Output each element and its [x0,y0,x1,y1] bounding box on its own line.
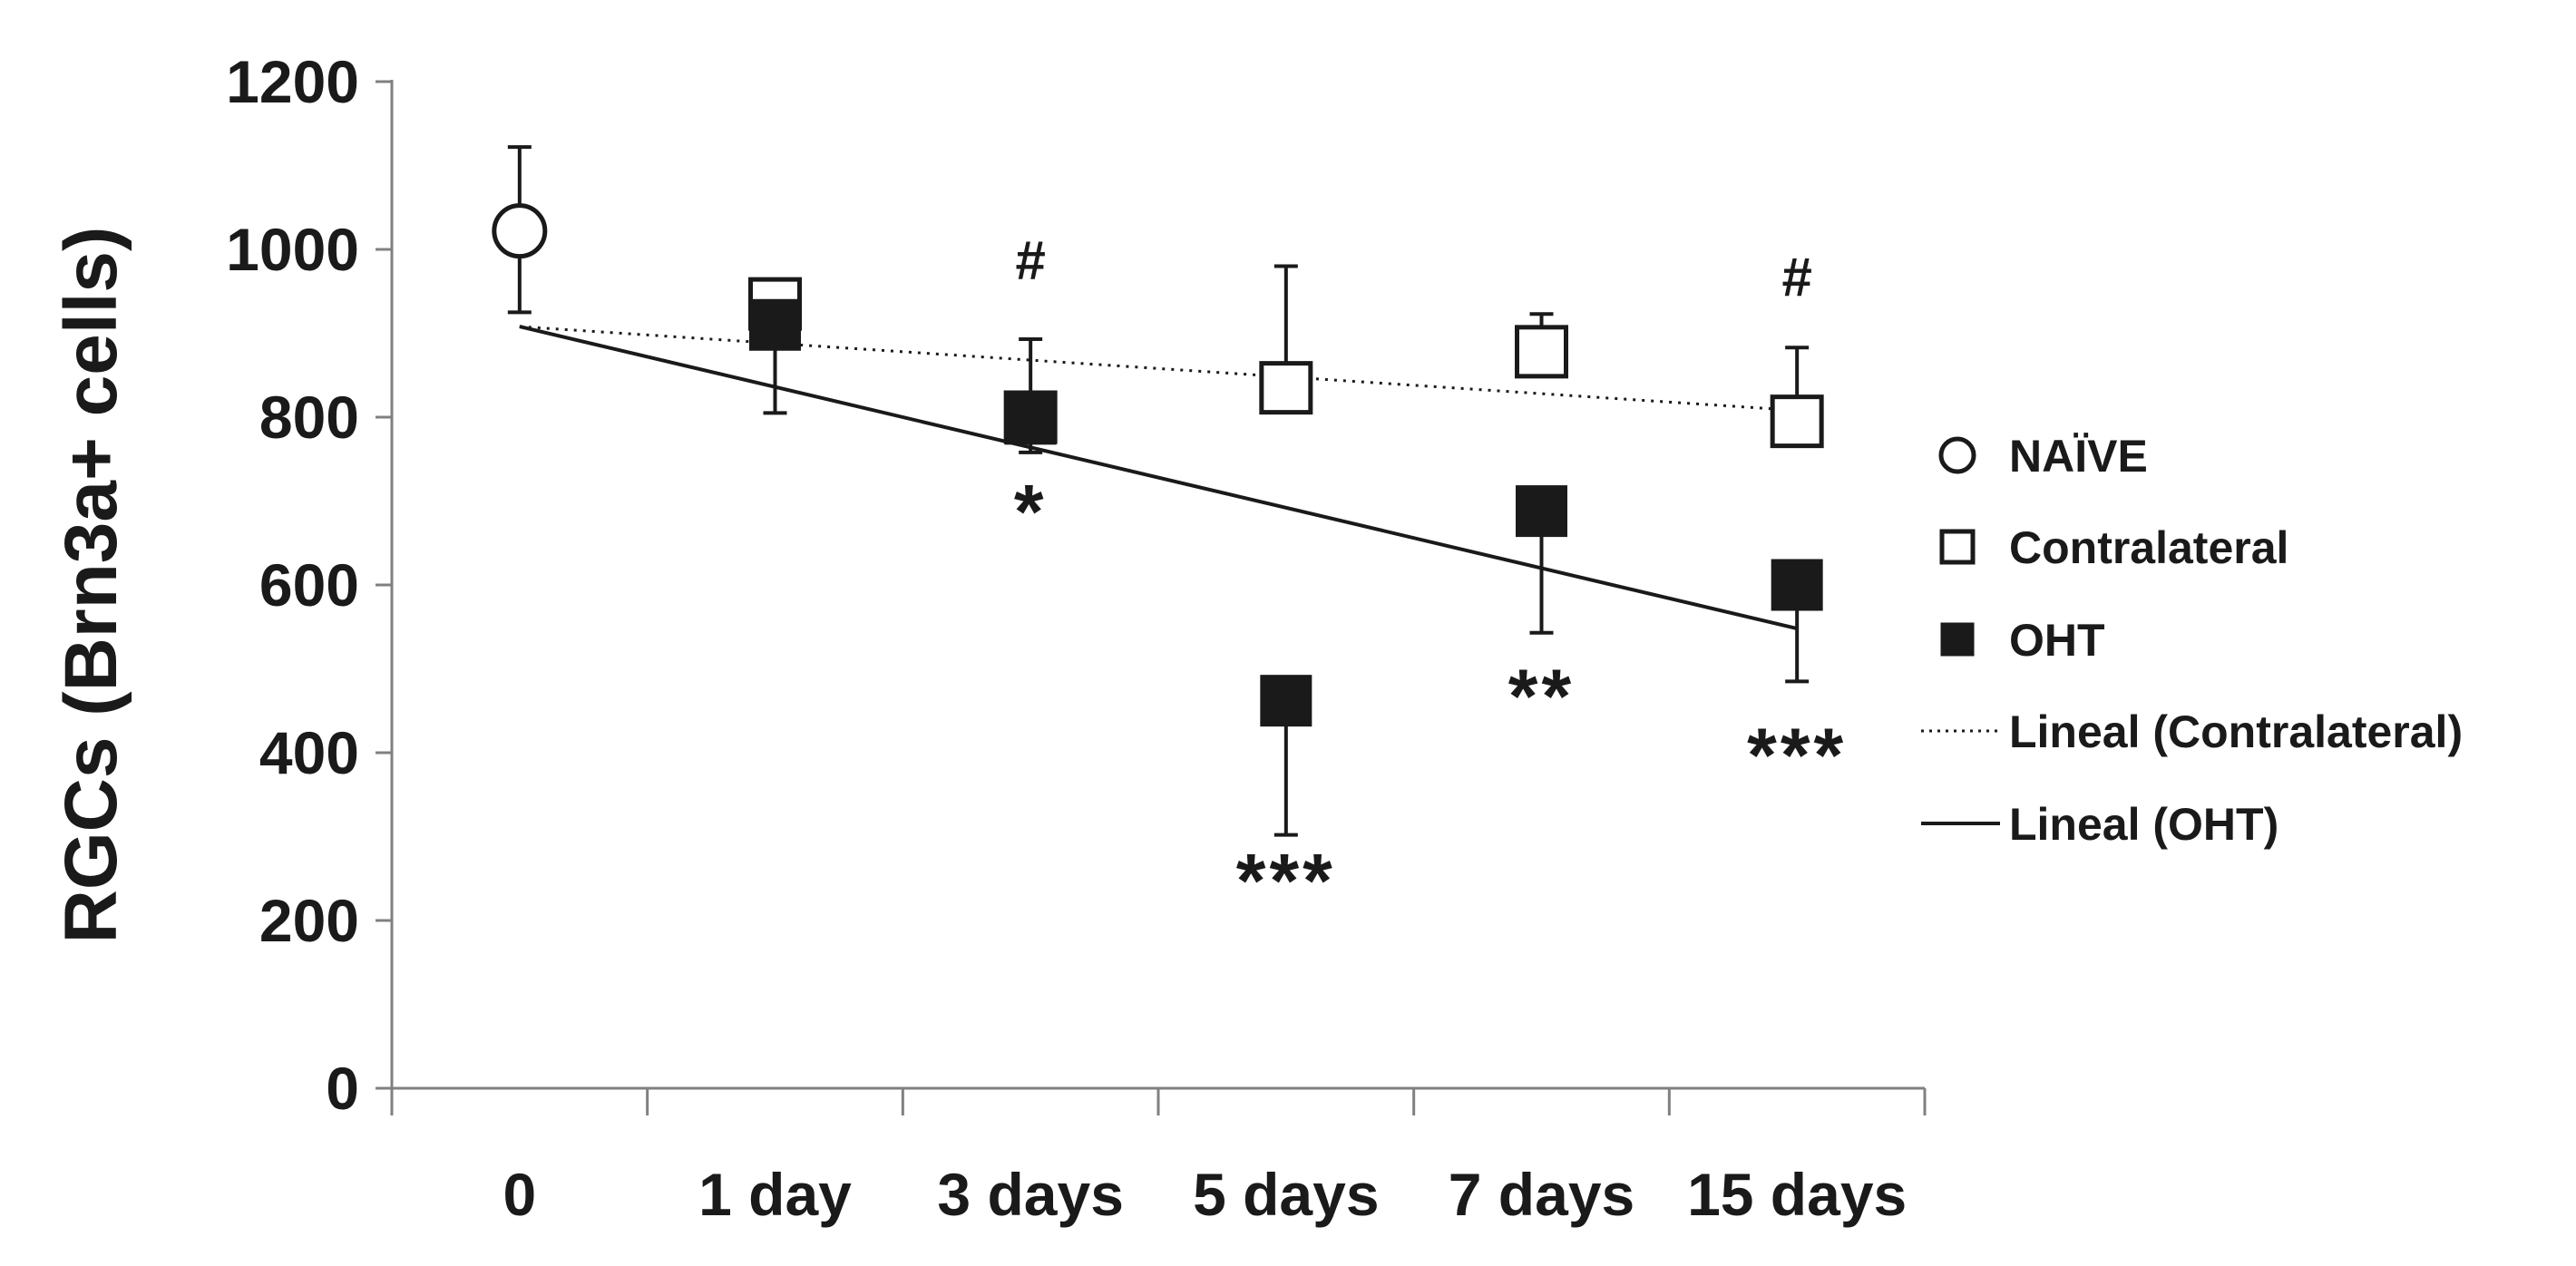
significance-stars: * [1014,469,1048,554]
legend-marker-oht [1940,622,1975,657]
x-tick-label: 7 days [1449,1161,1634,1228]
oht-marker [1004,393,1057,445]
y-tick-label: 600 [259,551,359,618]
significance-stars: *** [1747,712,1847,797]
contralateral-marker [1259,361,1313,415]
x-tick-label: 15 days [1687,1161,1907,1228]
x-tick-label: 3 days [937,1161,1123,1228]
x-tick-label: 1 day [698,1161,852,1228]
y-tick-label: 200 [259,887,359,954]
y-tick-label: 1200 [226,48,359,115]
x-tick-label: 5 days [1193,1161,1379,1228]
oht-marker [1771,559,1823,611]
legend-label: Lineal (OHT) [2009,799,2278,850]
contralateral-marker [1515,325,1568,379]
oht-marker [749,298,801,351]
legend-label: Lineal (Contralateral) [2009,706,2463,757]
contralateral-marker [1770,394,1824,449]
error-bars [507,145,1810,837]
trendline-oht [519,325,1798,631]
significance-stars: *** [1236,838,1336,923]
significance-stars: ** [1508,654,1575,739]
y-tick-label: 0 [326,1055,359,1122]
x-tick-label: 0 [503,1161,536,1228]
legend-label: Contralateral [2009,522,2288,573]
legend-marker-contralateral [1939,529,1976,565]
legend-label: OHT [2009,615,2105,666]
y-axis-title: RGCs (Brn3a+ cells) [50,227,132,944]
data-markers [492,203,1824,727]
trendlines [519,325,1798,631]
significance-hash: # [1015,229,1045,290]
oht-marker [1516,485,1567,538]
y-tick-label: 400 [259,719,359,786]
significance-annotations: #******#*** [1014,229,1847,923]
legend: NAÏVE Contralateral OHT Lineal (Contralater… [1921,431,2463,850]
y-tick-label: 800 [259,384,359,451]
legend-label: NAÏVE [2009,431,2148,482]
naive-marker [492,203,548,259]
oht-marker [1260,675,1312,727]
axes: 0 200 400 600 800 1000 1200 0 1 day 3 days 5 days 7… [50,48,1927,1228]
legend-marker-naive [1938,436,1976,474]
y-tick-label: 1000 [226,216,359,283]
trendline-contralateral [519,325,1798,413]
significance-hash: # [1781,247,1811,307]
